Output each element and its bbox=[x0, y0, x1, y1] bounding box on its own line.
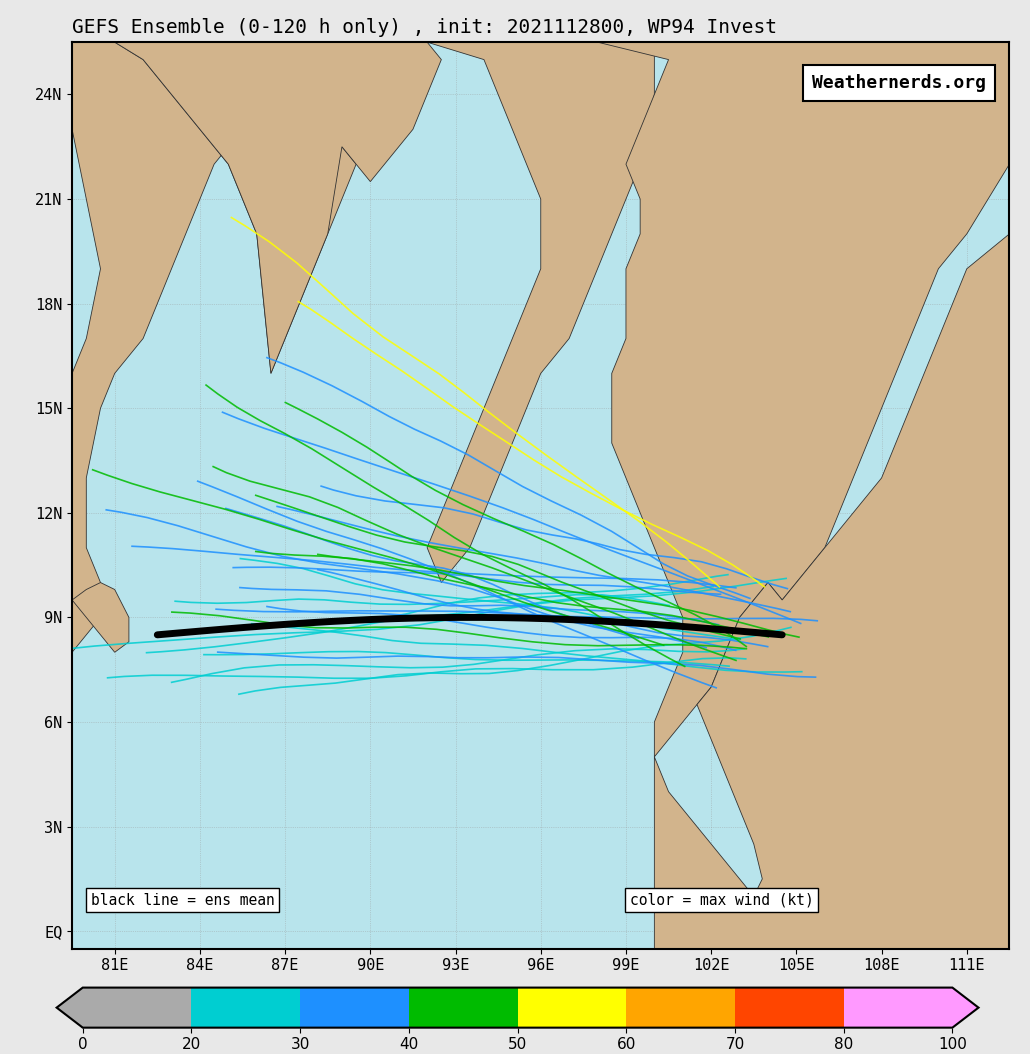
Polygon shape bbox=[654, 234, 1009, 949]
Text: GEFS Ensemble (0-120 h only) , init: 2021112800, WP94 Invest: GEFS Ensemble (0-120 h only) , init: 202… bbox=[72, 18, 777, 37]
Polygon shape bbox=[72, 583, 129, 652]
Polygon shape bbox=[1, 42, 356, 652]
Text: black line = ens mean: black line = ens mean bbox=[91, 893, 275, 907]
Polygon shape bbox=[597, 42, 1009, 757]
Polygon shape bbox=[114, 42, 441, 373]
PathPatch shape bbox=[57, 988, 82, 1028]
Text: color = max wind (kt): color = max wind (kt) bbox=[629, 893, 814, 907]
Polygon shape bbox=[427, 42, 654, 583]
Text: Weathernerds.org: Weathernerds.org bbox=[812, 74, 986, 92]
PathPatch shape bbox=[953, 988, 978, 1028]
